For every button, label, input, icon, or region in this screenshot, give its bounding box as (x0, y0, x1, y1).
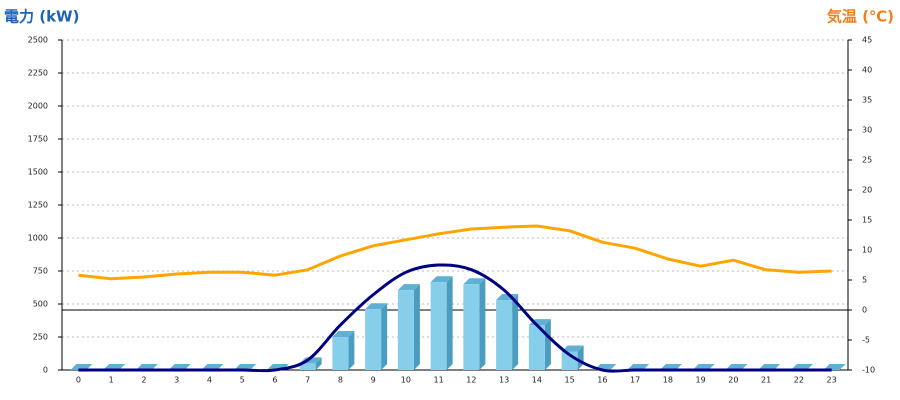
y-tick-label: 250 (33, 333, 48, 342)
bar-side (315, 357, 322, 370)
x-tick-label: 18 (663, 376, 673, 385)
bar (528, 325, 545, 370)
x-tick-label: 5 (240, 376, 245, 385)
bar-side (381, 303, 388, 370)
y-tick-label: 1750 (28, 135, 48, 144)
bar-side (446, 276, 453, 370)
x-tick-label: 1 (109, 376, 114, 385)
x-tick-label: 7 (305, 376, 310, 385)
x-tick-label: 21 (761, 376, 771, 385)
y-tick-label: 2000 (28, 102, 48, 111)
bar-side (544, 319, 551, 370)
x-tick-label: 13 (499, 376, 509, 385)
x-tick-label: 11 (434, 376, 444, 385)
y2-tick-label: 5 (862, 276, 867, 285)
y2-tick-label: 45 (862, 36, 872, 45)
bar (365, 309, 382, 370)
y-tick-label: 2500 (28, 36, 48, 45)
x-tick-label: 0 (76, 376, 81, 385)
y2-tick-label: 20 (862, 186, 872, 195)
y-tick-label: 0 (43, 366, 48, 375)
bar-side (512, 294, 519, 370)
y2-tick-label: 15 (862, 216, 872, 225)
bar-side (413, 284, 420, 370)
bar (299, 363, 316, 370)
bar (332, 337, 349, 370)
y2-tick-label: 10 (862, 246, 872, 255)
x-tick-label: 10 (401, 376, 411, 385)
x-tick-label: 14 (532, 376, 542, 385)
y2-tick-label: -5 (862, 336, 870, 345)
y-tick-label: 2250 (28, 69, 48, 78)
x-tick-label: 20 (728, 376, 738, 385)
bar (397, 290, 414, 370)
bar-top (430, 276, 453, 283)
bar-top (365, 303, 388, 310)
x-tick-label: 9 (371, 376, 376, 385)
y2-tick-label: 30 (862, 126, 872, 135)
y-tick-label: 750 (33, 267, 48, 276)
x-tick-label: 6 (272, 376, 277, 385)
y-tick-label: 1500 (28, 168, 48, 177)
x-tick-label: 17 (630, 376, 640, 385)
bar-top (561, 345, 584, 352)
x-tick-label: 16 (597, 376, 607, 385)
y-axis-title: 電力 (kW) (4, 8, 79, 26)
y2-tick-label: 40 (862, 66, 872, 75)
y2-tick-label: 0 (862, 306, 867, 315)
bar-side (348, 331, 355, 370)
bar-top (463, 278, 486, 285)
bar-top (397, 284, 420, 291)
x-tick-label: 23 (827, 376, 837, 385)
x-tick-label: 2 (141, 376, 146, 385)
line (78, 263, 832, 373)
bar (463, 284, 480, 370)
x-tick-label: 12 (466, 376, 476, 385)
bar (496, 300, 513, 370)
x-tick-label: 15 (565, 376, 575, 385)
y-tick-label: 1000 (28, 234, 48, 243)
bar-side (479, 278, 486, 370)
y2-tick-label: 25 (862, 156, 872, 165)
bar-top (332, 331, 355, 337)
x-tick-label: 3 (174, 376, 179, 385)
y-tick-label: 500 (33, 300, 48, 309)
bar (430, 282, 447, 370)
line (78, 224, 832, 281)
x-tick-label: 4 (207, 376, 212, 385)
x-tick-label: 22 (794, 376, 804, 385)
y-tick-label: 1250 (28, 201, 48, 210)
x-tick-label: 19 (696, 376, 706, 385)
y2-axis-title: 気温 (℃) (827, 8, 894, 26)
y2-tick-label: 35 (862, 96, 872, 105)
x-tick-label: 8 (338, 376, 343, 385)
y2-tick-label: -10 (862, 366, 875, 375)
